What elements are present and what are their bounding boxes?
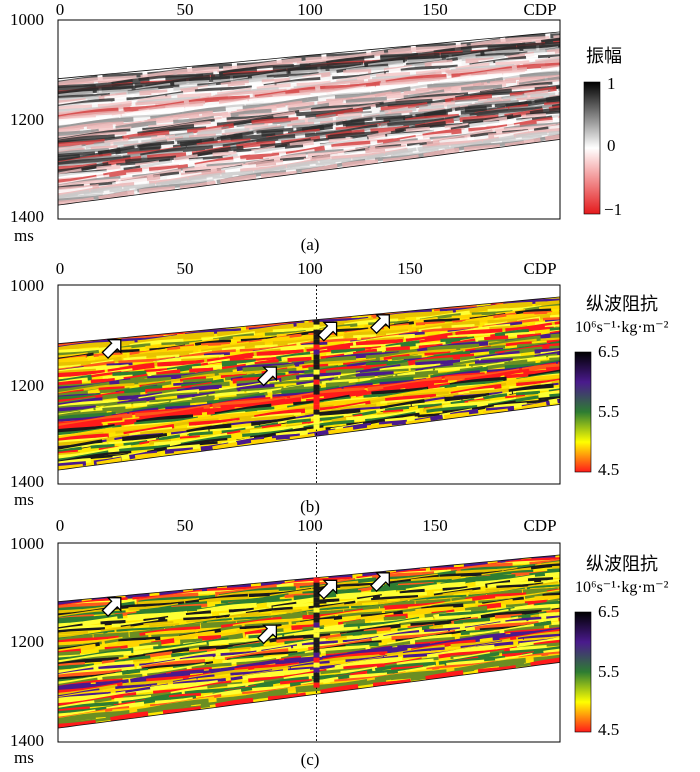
reflector-band [58, 571, 560, 628]
arrow-annotation [369, 572, 390, 593]
y-tick-label: 1400 [10, 207, 44, 226]
colorbar [583, 81, 601, 215]
reflector-band [58, 119, 560, 187]
plot-frame [57, 19, 561, 220]
arrow-annotation [101, 597, 122, 618]
colorbar-tick: 5.5 [598, 662, 620, 681]
reflector-band [58, 579, 560, 633]
section-data [58, 31, 560, 206]
x-tick-label: 50 [176, 516, 194, 535]
impedance-section [57, 542, 561, 743]
section-data [58, 554, 560, 729]
reflector-band [58, 113, 560, 180]
x-tick-label: 0 [55, 0, 65, 19]
reflector-band [58, 383, 560, 453]
panel-caption: (c) [300, 750, 320, 769]
reflector-band [58, 575, 560, 630]
colorbar-tick: 6.5 [598, 342, 620, 361]
plot-frame [57, 284, 561, 485]
x-tick-label: 100 [297, 259, 323, 278]
colorbar-tick: 4.5 [598, 720, 620, 739]
y-axis-label: ms [14, 226, 34, 245]
reflector-band [58, 617, 560, 679]
reflector-band [58, 75, 560, 133]
reflector-band [58, 134, 560, 206]
y-tick-label: 1400 [10, 472, 44, 491]
colorbar-title: 纵波阻抗 [586, 294, 658, 315]
y-tick-label: 1000 [10, 534, 44, 553]
colorbar-tick: 1 [607, 74, 616, 93]
x-axis-label: CDP [523, 0, 557, 19]
impedance-section [57, 284, 561, 485]
x-tick-label: 50 [176, 0, 194, 19]
reflector-band [58, 305, 560, 359]
arrow-annotation [101, 339, 122, 360]
panel-caption: (b) [300, 497, 320, 516]
reflector-band [58, 79, 560, 139]
colorbar-tick: 5.5 [598, 402, 620, 421]
arrow-annotation [369, 314, 390, 335]
colorbar-tick: 6.5 [598, 602, 620, 621]
panel-caption: (a) [300, 235, 320, 254]
colorbar-tick: −1 [604, 200, 623, 219]
x-tick-label: 150 [422, 0, 448, 19]
arrow-annotation [317, 321, 338, 342]
y-tick-label: 1200 [10, 632, 44, 651]
reflector-band [58, 637, 560, 703]
well-impedance-log [313, 319, 320, 430]
colorbar-gradient [574, 351, 592, 473]
reflector-band [58, 588, 560, 645]
colorbar-unit: 10⁶s⁻¹·kg·m⁻² [575, 579, 669, 596]
section-data [58, 296, 560, 471]
y-axis-label: ms [14, 490, 34, 509]
colorbar-unit: 10⁶s⁻¹·kg·m⁻² [575, 319, 669, 336]
reflector-band [58, 317, 560, 372]
x-tick-label: 150 [422, 516, 448, 535]
y-tick-label: 1400 [10, 731, 44, 750]
reflector-band [58, 387, 560, 452]
y-tick-label: 1000 [10, 10, 44, 29]
colorbar-gradient [583, 81, 601, 215]
reflector-band [58, 603, 560, 665]
reflector-band [58, 85, 560, 148]
x-axis-label: CDP [523, 516, 557, 535]
colorbar-title: 纵波阻抗 [586, 554, 658, 575]
arrow-annotation [257, 366, 278, 387]
reflector-band [58, 565, 560, 619]
colorbar [574, 611, 592, 733]
arrow-annotation [257, 624, 278, 645]
x-axis-label: CDP [523, 259, 557, 278]
well-impedance-log [313, 577, 320, 688]
y-axis-label: ms [14, 748, 34, 767]
reflector-band [58, 329, 560, 386]
reflector-band [58, 303, 560, 356]
colorbar-gradient [574, 611, 592, 733]
x-tick-label: 0 [55, 259, 65, 278]
colorbar-tick: 0 [607, 136, 616, 155]
colorbar-tick: 4.5 [598, 460, 620, 479]
colorbar-title: 振幅 [586, 46, 622, 67]
x-tick-label: 100 [297, 0, 323, 19]
reflector-band [58, 399, 560, 471]
colorbar [574, 351, 592, 473]
x-tick-label: 150 [397, 259, 423, 278]
y-tick-label: 1200 [10, 376, 44, 395]
x-tick-label: 50 [176, 259, 194, 278]
seismic-amplitude-section [57, 19, 561, 220]
reflector-band [58, 327, 560, 386]
reflector-band [58, 607, 560, 667]
reflector-band [58, 319, 560, 373]
plot-frame [57, 542, 561, 743]
y-tick-label: 1200 [10, 110, 44, 129]
x-tick-label: 100 [297, 516, 323, 535]
reflector-band [58, 597, 560, 656]
reflector-band [58, 321, 560, 379]
reflector-band [58, 657, 560, 729]
reflector-band [58, 627, 560, 692]
arrow-annotation [317, 579, 338, 600]
x-tick-label: 0 [55, 516, 65, 535]
y-tick-label: 1000 [10, 276, 44, 295]
